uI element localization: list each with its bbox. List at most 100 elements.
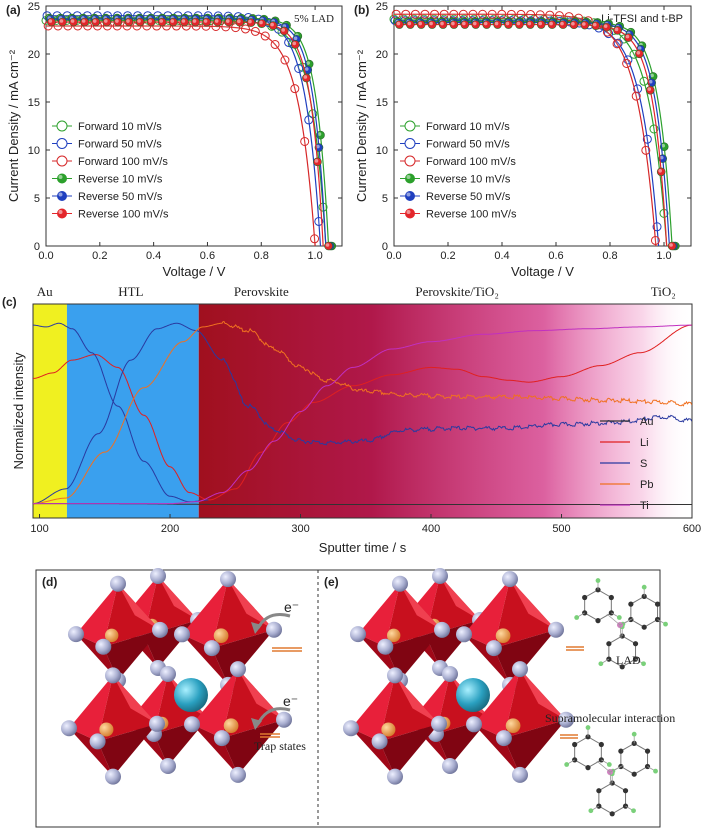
annotation-label: Li-TFSI and t-BP: [601, 13, 683, 25]
lad-molecule-bottom: [564, 725, 658, 817]
plot-frame: [393, 5, 692, 247]
legend-label: Reverse 50 mV/s: [78, 191, 163, 203]
carbon-atom: [606, 641, 612, 647]
region-label: Perovskite: [234, 284, 289, 299]
halide-atom: [392, 575, 408, 592]
halide-atom: [203, 640, 220, 657]
x-tick-label: 500: [552, 523, 570, 535]
legend-label: Reverse 50 mV/s: [426, 191, 511, 203]
legend-marker: [404, 155, 416, 167]
marker-highlight: [137, 19, 141, 23]
data-marker: [240, 24, 250, 34]
y-tick-label: 0: [34, 241, 40, 253]
legend-marker: [405, 208, 415, 219]
carbon-atom: [618, 748, 624, 754]
octahedron-face: [118, 583, 160, 630]
halide-atom: [377, 638, 394, 655]
x-tick-label: 0.6: [548, 250, 563, 262]
halide-atom: [466, 716, 482, 733]
data-marker: [468, 9, 478, 19]
crystal-structure-e: [343, 568, 574, 785]
carbon-atom: [595, 587, 601, 593]
data-marker: [650, 235, 660, 245]
legend-label: Forward 100 mV/s: [78, 156, 168, 168]
marker-highlight: [603, 24, 608, 28]
legend-label: Li: [640, 437, 649, 449]
carbon-atom: [641, 624, 647, 630]
legend-label: Reverse 10 mV/s: [426, 174, 511, 186]
marker-highlight: [92, 19, 97, 23]
bond: [609, 771, 612, 786]
halide-atom: [432, 568, 448, 584]
octahedron-face: [228, 579, 274, 630]
halide-atom: [160, 666, 176, 682]
carbon-atom: [609, 811, 615, 817]
marker-highlight: [259, 20, 263, 25]
marker-highlight: [440, 21, 444, 26]
x-tick-label: 100: [30, 523, 48, 535]
x-tick-label: 1.0: [307, 250, 322, 262]
data-marker: [487, 9, 497, 19]
carbon-atom: [596, 788, 602, 794]
octahedron-face: [426, 576, 480, 636]
octahedron-face: [103, 629, 160, 681]
octahedron-face: [474, 669, 520, 739]
x-tick-label: 600: [683, 523, 701, 535]
legend-marker: [404, 138, 416, 149]
x-axis-label: Voltage / V: [511, 264, 574, 279]
fluorine-atom: [598, 661, 604, 667]
region-au: [33, 304, 67, 518]
jv-chart-a: 0.0 0.2 0.4 0.6 0.8 1.0 0 5 10 15 20 25 Voltage / V C…: [6, 1, 343, 279]
marker-highlight: [396, 21, 401, 26]
octahedron-face: [211, 629, 274, 685]
legend-marker: [57, 173, 67, 184]
region-label: TiO₂: [651, 284, 676, 299]
marker-highlight: [170, 19, 175, 23]
marker-highlight: [538, 21, 543, 26]
marker-highlight: [658, 169, 662, 173]
lead-atom: [386, 628, 401, 643]
marker-highlight: [292, 41, 297, 46]
legend-label: Forward 50 mV/s: [78, 139, 162, 151]
panel-label: (b): [354, 3, 369, 17]
marker-highlight: [582, 22, 586, 26]
fluorine-atom: [564, 762, 570, 767]
region-label: Au: [37, 284, 53, 299]
panel-label-d: (d): [42, 575, 57, 589]
x-tick-label: 0.4: [494, 250, 509, 262]
halide-atom: [387, 768, 403, 785]
marker-highlight: [549, 21, 553, 26]
halide-atom: [558, 711, 574, 728]
marker-highlight: [418, 21, 423, 26]
marker-highlight: [126, 19, 130, 23]
fluorine-atom: [616, 615, 622, 620]
data-marker: [430, 9, 440, 19]
region-label: HTL: [118, 284, 143, 299]
x-tick-label: 0.6: [200, 250, 215, 262]
annotation-label: 5% LAD: [294, 13, 334, 25]
marker-highlight: [659, 155, 664, 160]
halide-atom: [431, 715, 447, 732]
fluorine-atom: [653, 768, 658, 774]
legend-label: S: [640, 458, 647, 470]
marker-highlight: [317, 132, 322, 136]
octahedron-face: [76, 634, 118, 681]
data-marker: [280, 55, 290, 65]
region-perovskite: [198, 304, 693, 518]
octahedron-face: [379, 675, 439, 742]
octahedron-face: [395, 675, 439, 724]
carbon-atom: [582, 594, 588, 601]
octahedron-face: [97, 723, 157, 777]
y-tick-label: 25: [28, 1, 40, 13]
benzene-ring: [620, 742, 649, 775]
data-marker: [642, 134, 652, 144]
octahedron-face: [182, 579, 228, 649]
halide-atom: [495, 730, 512, 747]
legend-label: Forward 10 mV/s: [78, 121, 162, 133]
data-marker: [458, 9, 468, 19]
data-marker: [410, 9, 420, 19]
carbon-atom: [585, 765, 591, 771]
benzene-ring: [574, 736, 602, 769]
fluorine-atom: [574, 615, 580, 620]
panel-label: (a): [6, 3, 21, 17]
